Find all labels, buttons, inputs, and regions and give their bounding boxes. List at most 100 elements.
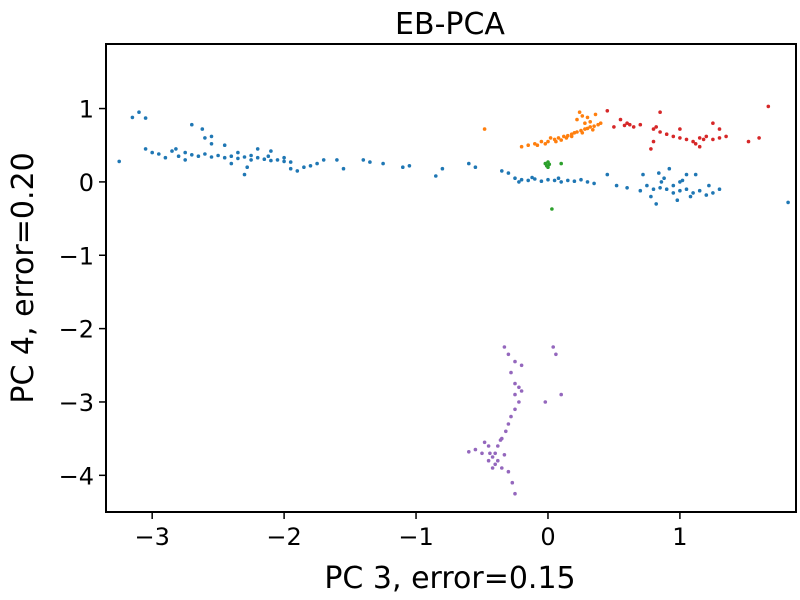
x-axis: −3 −2 −1 0 1 (134, 512, 688, 551)
data-point (502, 453, 507, 457)
data-point (693, 142, 698, 146)
data-point (506, 352, 511, 357)
data-point (675, 198, 680, 202)
data-point (654, 202, 658, 206)
data-point (658, 186, 662, 190)
data-point (678, 180, 682, 184)
data-point (486, 458, 491, 463)
data-point (757, 136, 761, 140)
data-point (554, 139, 558, 144)
data-point (440, 166, 445, 171)
data-point (667, 166, 672, 171)
data-point (496, 444, 500, 448)
data-point (588, 120, 592, 124)
data-point (631, 125, 636, 129)
data-point (598, 121, 603, 125)
data-point (680, 178, 685, 183)
data-point (482, 440, 487, 445)
data-point (684, 187, 689, 191)
data-point (585, 126, 590, 131)
data-point (724, 134, 728, 139)
data-point (242, 155, 247, 159)
data-point (591, 128, 595, 132)
x-tick-label: 1 (672, 523, 687, 551)
data-point (236, 150, 240, 155)
data-point (651, 139, 656, 144)
data-point (701, 137, 706, 142)
data-point (229, 161, 234, 166)
data-point (275, 158, 280, 162)
chart-title: EB-PCA (395, 7, 505, 42)
data-point (203, 136, 207, 140)
data-point (551, 345, 555, 349)
data-point (664, 132, 669, 136)
data-point (543, 142, 548, 146)
data-point (711, 191, 715, 195)
data-point (628, 122, 632, 127)
data-point (605, 109, 610, 113)
data-point (618, 117, 623, 122)
data-point (190, 122, 194, 127)
data-point (361, 158, 366, 162)
data-point (496, 458, 500, 463)
data-point (236, 156, 240, 161)
data-point (552, 178, 557, 183)
data-point (282, 155, 286, 160)
data-point (671, 183, 676, 188)
data-point (137, 110, 141, 114)
data-point (473, 165, 478, 169)
data-point (157, 152, 161, 156)
y-axis-title: PC 4, error=0.20 (6, 152, 41, 403)
data-point (434, 174, 438, 178)
data-point (658, 110, 662, 114)
data-point (539, 179, 544, 183)
data-point (766, 104, 771, 109)
data-point (580, 114, 585, 118)
data-point (170, 149, 174, 153)
data-point (658, 130, 662, 134)
data-point (467, 450, 471, 454)
data-point (592, 181, 596, 186)
data-point (519, 363, 524, 368)
data-point (704, 193, 709, 197)
data-point (302, 165, 306, 169)
data-point (711, 121, 715, 125)
data-point (651, 187, 656, 191)
data-point (203, 152, 207, 156)
data-point (509, 370, 513, 375)
data-point (513, 381, 517, 386)
data-point (562, 134, 566, 139)
plot-frame (105, 43, 797, 513)
data-point (786, 200, 790, 205)
data-point (321, 158, 326, 162)
y-axis: 1 0 −1 −2 −3 −4 (59, 96, 106, 490)
data-point (678, 188, 682, 193)
data-point (684, 137, 689, 142)
data-point (657, 171, 661, 175)
data-point (654, 125, 658, 129)
data-point (526, 143, 530, 147)
data-point (641, 172, 645, 177)
x-tick-label: −2 (266, 523, 301, 551)
data-point (493, 451, 498, 456)
data-point (209, 142, 214, 146)
data-point (222, 143, 227, 147)
data-point (691, 191, 695, 195)
data-point (229, 154, 234, 158)
data-point (588, 125, 592, 129)
data-point (513, 407, 517, 412)
data-point (196, 154, 201, 158)
data-point (697, 144, 702, 149)
data-point (490, 466, 495, 470)
data-point (401, 165, 405, 169)
data-point (509, 414, 513, 419)
data-point (711, 137, 715, 142)
data-point (693, 172, 698, 177)
data-point (222, 155, 227, 160)
data-point (498, 438, 503, 442)
data-point (704, 134, 709, 139)
data-point (649, 194, 653, 199)
data-point (262, 157, 267, 161)
data-point (506, 171, 511, 175)
